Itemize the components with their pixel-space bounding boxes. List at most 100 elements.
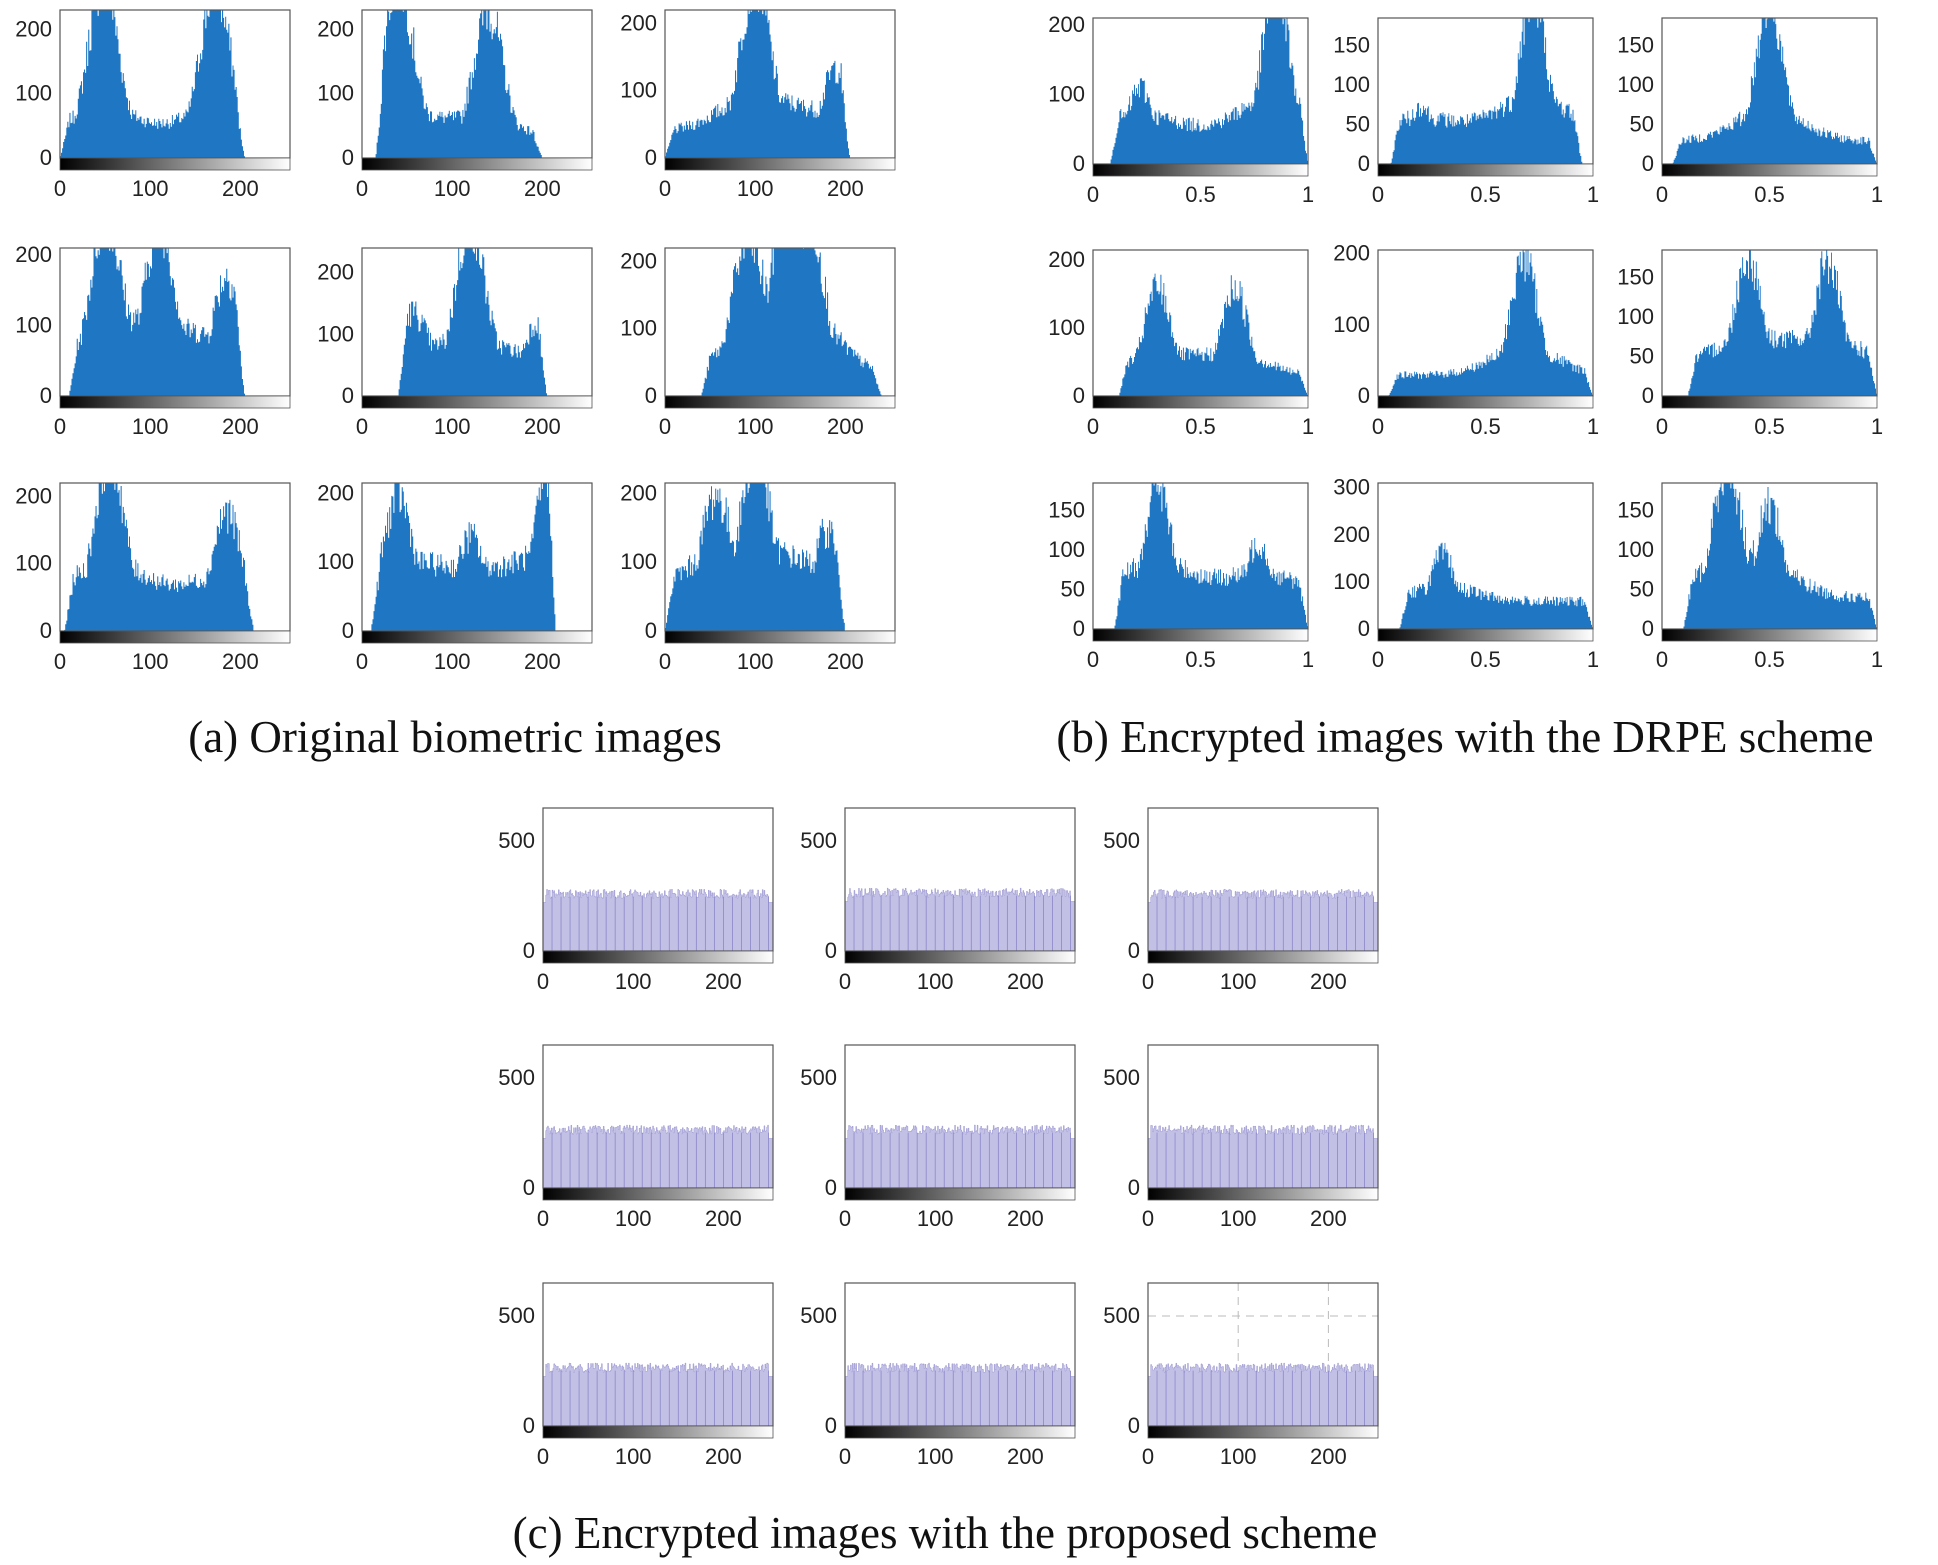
y-tick-label: 200 bbox=[620, 480, 657, 505]
y-tick-label: 0 bbox=[40, 383, 52, 408]
histogram-b-6: 0 50 100 150 0 0.5 1 bbox=[1617, 249, 1883, 439]
histogram-bars bbox=[362, 10, 592, 158]
y-tick-label: 0 bbox=[1073, 151, 1085, 176]
x-tick-label: 0 bbox=[1656, 414, 1668, 439]
y-tick-label: 200 bbox=[15, 483, 52, 508]
histogram-bars bbox=[362, 483, 592, 631]
x-tick-label: 1 bbox=[1587, 647, 1599, 672]
colorbar bbox=[361, 395, 593, 409]
y-tick-label: 50 bbox=[1630, 112, 1654, 137]
x-tick-label: 200 bbox=[1310, 969, 1347, 994]
x-tick-label: 100 bbox=[434, 649, 471, 674]
histogram-c-1: 0 500 0 100 200 bbox=[498, 807, 774, 994]
x-tick-label: 0 bbox=[537, 1206, 549, 1231]
x-tick-label: 100 bbox=[615, 969, 652, 994]
histogram-bars bbox=[60, 483, 290, 631]
x-tick-label: 200 bbox=[827, 649, 864, 674]
histogram-c-6: 0 500 0 100 200 bbox=[1103, 1044, 1379, 1231]
y-tick-label: 0 bbox=[342, 383, 354, 408]
colorbar bbox=[664, 157, 896, 171]
x-tick-label: 200 bbox=[1007, 1444, 1044, 1469]
histogram-bars bbox=[1093, 483, 1308, 629]
histogram-bars bbox=[1662, 483, 1877, 629]
histogram-c-9: 0 500 0 100 200 bbox=[1103, 1282, 1379, 1469]
x-tick-label: 1 bbox=[1302, 647, 1314, 672]
colorbar bbox=[844, 1187, 1076, 1201]
colorbar bbox=[1147, 1187, 1379, 1201]
histogram-bars bbox=[1378, 542, 1593, 629]
caption-c: (c) Encrypted images with the proposed s… bbox=[513, 1508, 1378, 1558]
histogram-a-7: 0 100 200 0 100 200 bbox=[15, 482, 291, 674]
y-tick-label: 0 bbox=[1073, 616, 1085, 641]
histogram-bars bbox=[665, 483, 895, 631]
x-tick-label: 100 bbox=[615, 1206, 652, 1231]
histogram-bars bbox=[60, 248, 290, 396]
x-tick-label: 0.5 bbox=[1470, 647, 1501, 672]
y-tick-label: 0 bbox=[1073, 383, 1085, 408]
histogram-c-2: 0 500 0 100 200 bbox=[800, 807, 1076, 994]
histogram-bars bbox=[665, 248, 895, 396]
x-tick-label: 100 bbox=[1220, 969, 1257, 994]
y-tick-label: 50 bbox=[1630, 577, 1654, 602]
y-tick-label: 500 bbox=[498, 1065, 535, 1090]
y-tick-label: 200 bbox=[1048, 12, 1085, 37]
y-tick-label: 0 bbox=[342, 145, 354, 170]
x-tick-label: 0.5 bbox=[1185, 647, 1216, 672]
histogram-bars bbox=[60, 10, 290, 158]
y-tick-label: 100 bbox=[317, 321, 354, 346]
y-tick-label: 0 bbox=[1128, 1175, 1140, 1200]
histogram-bars bbox=[1147, 1362, 1379, 1427]
x-tick-label: 100 bbox=[132, 414, 169, 439]
histogram-b-9: 0 50 100 150 0 0.5 1 bbox=[1617, 482, 1883, 672]
x-tick-label: 0 bbox=[356, 414, 368, 439]
y-tick-label: 500 bbox=[800, 828, 837, 853]
colorbar bbox=[844, 950, 1076, 964]
y-tick-label: 100 bbox=[1333, 569, 1370, 594]
colorbar bbox=[542, 950, 774, 964]
x-tick-label: 200 bbox=[222, 414, 259, 439]
y-tick-label: 100 bbox=[1617, 304, 1654, 329]
y-tick-label: 0 bbox=[825, 1413, 837, 1438]
x-tick-label: 100 bbox=[737, 176, 774, 201]
caption-a: (a) Original biometric images bbox=[188, 712, 722, 762]
y-tick-label: 300 bbox=[1333, 475, 1370, 500]
y-tick-label: 500 bbox=[800, 1303, 837, 1328]
y-tick-label: 0 bbox=[1358, 151, 1370, 176]
y-tick-label: 100 bbox=[620, 549, 657, 574]
histogram-b-5: 0 100 200 0 0.5 1 bbox=[1333, 241, 1599, 439]
y-tick-label: 100 bbox=[15, 551, 52, 576]
histogram-b-7: 0 50 100 150 0 0.5 1 bbox=[1048, 482, 1314, 672]
histogram-bars bbox=[1093, 18, 1308, 164]
x-tick-label: 0 bbox=[659, 176, 671, 201]
x-tick-label: 100 bbox=[434, 176, 471, 201]
y-tick-label: 0 bbox=[40, 618, 52, 643]
histogram-bars bbox=[1093, 273, 1308, 396]
histogram-a-5: 0 100 200 0 100 200 bbox=[317, 247, 593, 439]
x-tick-label: 0 bbox=[1372, 414, 1384, 439]
histogram-bars bbox=[665, 10, 895, 158]
histogram-a-2: 0 100 200 0 100 200 bbox=[317, 9, 593, 201]
histogram-b-8: 0 100 200 300 0 0.5 1 bbox=[1333, 475, 1599, 672]
y-tick-label: 500 bbox=[1103, 1065, 1140, 1090]
x-tick-label: 100 bbox=[917, 969, 954, 994]
colorbar bbox=[542, 1425, 774, 1439]
histogram-c-7: 0 500 0 100 200 bbox=[498, 1282, 774, 1469]
y-tick-label: 100 bbox=[1048, 537, 1085, 562]
histogram-bars bbox=[362, 248, 592, 396]
y-tick-label: 0 bbox=[523, 1413, 535, 1438]
colorbar bbox=[1377, 163, 1594, 177]
y-tick-label: 150 bbox=[1617, 498, 1654, 523]
y-tick-label: 100 bbox=[1333, 72, 1370, 97]
y-tick-label: 0 bbox=[1642, 151, 1654, 176]
histogram-bars bbox=[542, 1362, 774, 1427]
colorbar bbox=[361, 157, 593, 171]
x-tick-label: 200 bbox=[1007, 1206, 1044, 1231]
x-tick-label: 1 bbox=[1302, 182, 1314, 207]
x-tick-label: 0 bbox=[1656, 647, 1668, 672]
y-tick-label: 200 bbox=[1333, 241, 1370, 266]
x-tick-label: 100 bbox=[132, 649, 169, 674]
x-tick-label: 0 bbox=[1656, 182, 1668, 207]
x-tick-label: 200 bbox=[222, 649, 259, 674]
histogram-bars bbox=[1662, 18, 1877, 164]
